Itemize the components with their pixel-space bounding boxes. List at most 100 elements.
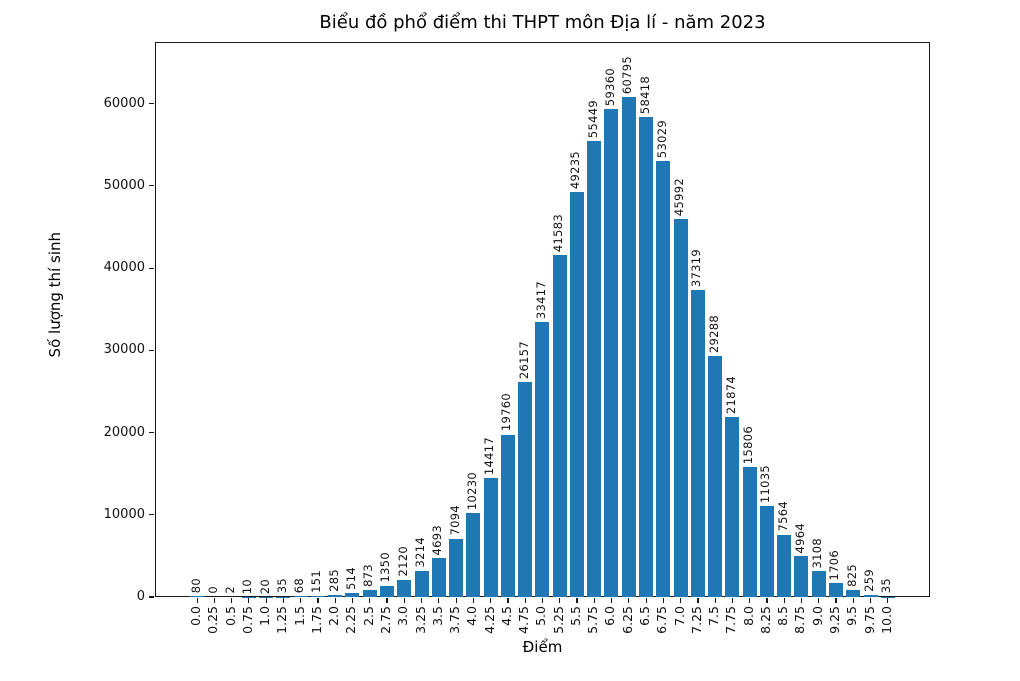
bar-value-label: 68 (292, 578, 307, 594)
x-tick-mark (818, 598, 820, 603)
bar-value-label: 10230 (464, 471, 479, 510)
bar-value-label: 825 (844, 564, 859, 588)
x-tick-mark (231, 598, 233, 603)
x-tick-mark (697, 598, 699, 603)
bar-value-label: 3214 (413, 537, 427, 568)
x-tick-mark (576, 598, 578, 603)
y-tick-label: 40000 (103, 260, 145, 276)
bar (328, 594, 343, 597)
y-axis-label: Số lượng thí sinh (46, 232, 64, 358)
y-tick-label: 60000 (103, 95, 145, 111)
bar-value-label: 26157 (516, 340, 531, 379)
bar-value-label: 259 (862, 569, 877, 592)
bar-value-label: 55449 (585, 100, 600, 139)
bar (794, 556, 809, 597)
x-tick-label: 6.0 (602, 606, 618, 626)
bar-value-label: 7564 (775, 501, 790, 532)
bar (828, 582, 843, 597)
x-tick-mark (213, 598, 215, 603)
x-tick-label: 9.0 (809, 606, 825, 626)
x-tick-mark (248, 598, 250, 603)
x-tick-mark (610, 598, 613, 603)
bar (759, 506, 774, 597)
bar (293, 596, 308, 597)
x-tick-mark (265, 598, 267, 603)
x-tick-mark (524, 598, 526, 603)
x-tick-label: 9.25 (826, 606, 842, 634)
bar (518, 381, 533, 597)
bar (863, 594, 878, 597)
bar (552, 255, 567, 597)
bar (690, 290, 705, 597)
bar-value-label: 2120 (395, 546, 410, 577)
x-tick-label: 2.75 (377, 606, 393, 634)
bar-value-label: 33417 (533, 281, 548, 320)
x-tick-label: 8.25 (757, 606, 773, 634)
x-tick-label: 7.25 (688, 606, 704, 634)
bar-value-label: 19760 (499, 393, 514, 432)
y-tick-label: 50000 (103, 177, 145, 193)
bar-value-label: 37319 (689, 249, 704, 288)
bar-value-label: 58418 (637, 75, 652, 114)
bar-value-label: 4693 (430, 524, 445, 556)
bar-value-label: 1350 (378, 552, 393, 583)
x-tick-label: 0.5 (222, 606, 238, 626)
bar (449, 538, 464, 597)
x-tick-mark (490, 598, 492, 603)
x-tick-label: 9.5 (844, 606, 860, 626)
x-tick-label: 6.75 (654, 606, 670, 634)
x-tick-label: 1.75 (308, 606, 324, 634)
bar-value-label: 151 (309, 569, 324, 593)
bar-value-label: 2 (223, 586, 238, 594)
x-tick-mark (282, 598, 285, 603)
x-tick-label: 4.25 (481, 606, 497, 634)
x-tick-mark (386, 598, 388, 603)
x-tick-label: 7.0 (671, 606, 687, 626)
bar (535, 322, 550, 597)
x-tick-mark (870, 598, 872, 603)
x-tick-mark (887, 598, 889, 603)
bar (656, 160, 671, 597)
bar-value-label: 14417 (482, 437, 497, 476)
x-tick-label: 6.5 (637, 606, 653, 626)
bar (310, 595, 325, 597)
y-tick-label: 0 (136, 589, 145, 604)
bar (673, 218, 688, 597)
bar (483, 478, 498, 597)
bar-value-label: 11035 (758, 465, 773, 504)
x-tick-label: 3.75 (447, 606, 463, 634)
x-tick-mark (714, 598, 716, 603)
bar (190, 596, 204, 597)
x-tick-label: 8.0 (740, 606, 756, 626)
chart-title: Biểu đồ phổ điểm thi THPT môn Địa lí - n… (319, 12, 766, 33)
bar-value-label: 35 (274, 578, 289, 594)
x-axis-label: Điểm (522, 638, 563, 656)
x-tick-label: 0.0 (188, 606, 203, 626)
bar-value-label: 0 (205, 586, 220, 594)
bar (431, 558, 446, 597)
x-tick-label: 3.5 (429, 606, 445, 626)
x-tick-label: 7.75 (723, 606, 739, 634)
y-tick-label: 10000 (103, 506, 145, 522)
x-tick-label: 4.75 (516, 606, 532, 634)
x-tick-mark (300, 598, 302, 603)
bar-value-label: 7094 (447, 505, 462, 536)
x-tick-label: 3.0 (395, 606, 411, 626)
x-tick-mark (783, 598, 785, 603)
bar-value-label: 49235 (568, 151, 583, 190)
x-tick-label: 2.0 (326, 606, 342, 626)
bar (811, 571, 826, 597)
x-tick-mark (403, 598, 405, 603)
bar (379, 585, 394, 597)
bar (466, 512, 481, 597)
x-tick-mark (455, 598, 457, 603)
bar-value-label: 35 (879, 578, 894, 594)
x-tick-mark (593, 598, 595, 603)
x-tick-mark (680, 598, 682, 603)
bar-value-label: 873 (361, 563, 376, 587)
bar (414, 570, 429, 597)
y-tick-mark (149, 103, 154, 105)
bar (345, 592, 360, 597)
x-tick-mark (559, 598, 561, 603)
bar-value-label: 285 (326, 568, 341, 592)
